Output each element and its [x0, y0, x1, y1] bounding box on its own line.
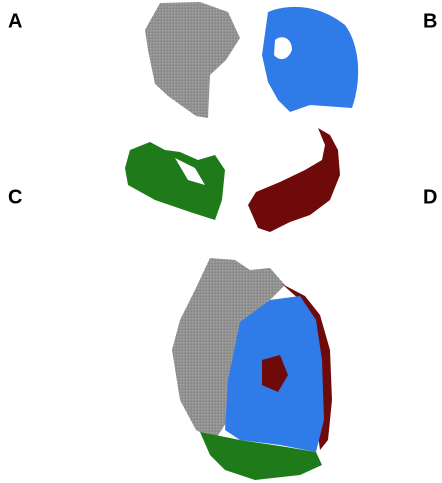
panel-label: A [8, 10, 22, 32]
panel-label: C [8, 186, 22, 208]
panel-label: D [423, 186, 437, 208]
green-render [125, 142, 225, 220]
page: A B C D (() => { const data = JSON.parse… [0, 0, 442, 483]
panel-label: B [423, 10, 437, 32]
blue-render [262, 7, 358, 112]
gray-render [145, 2, 240, 118]
figure: A B C D [0, 0, 442, 483]
red-render [248, 128, 340, 232]
